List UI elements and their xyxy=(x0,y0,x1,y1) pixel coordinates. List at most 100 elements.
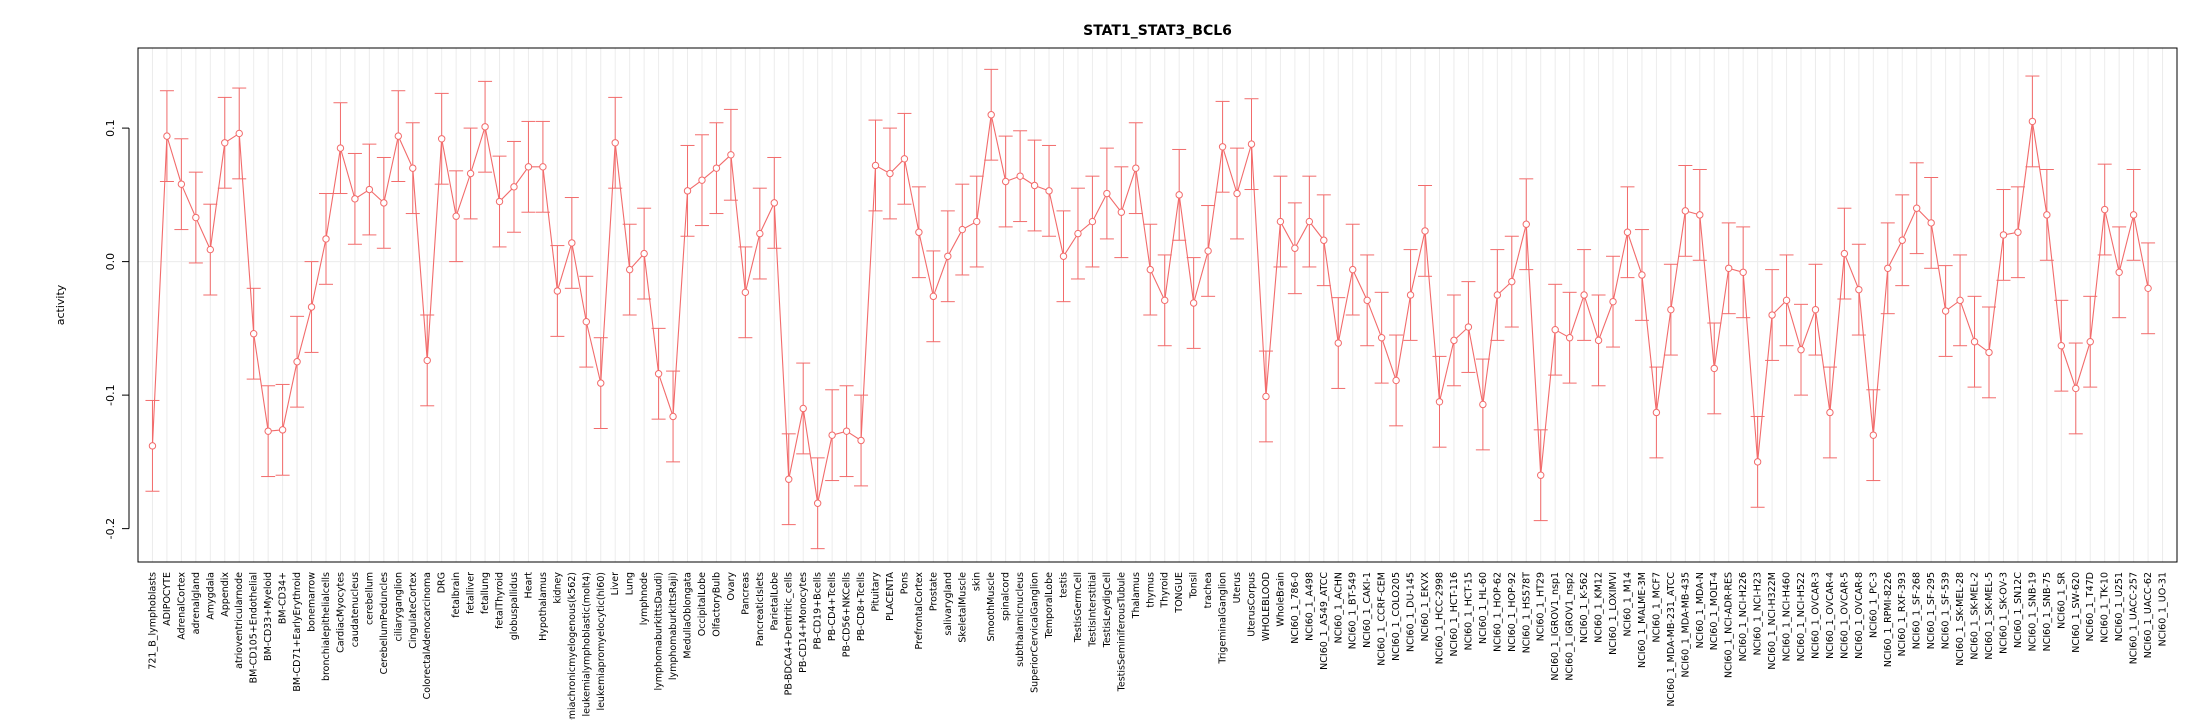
x-tick-label: NCI60_1_CAKI-1 xyxy=(1362,572,1373,648)
x-tick-label: trachea xyxy=(1203,572,1214,608)
data-point xyxy=(1508,277,1516,286)
x-tick-label: PB-BDCA4+Dentritic_cells xyxy=(784,572,795,695)
data-point xyxy=(1970,338,1979,346)
data-point xyxy=(2115,268,2123,276)
x-tick-label: TrigeminalGanglion xyxy=(1218,572,1229,665)
x-tick-label: NCI60_1_TK-10 xyxy=(2100,572,2111,643)
x-tick-label: NCI60_1_UACC-62 xyxy=(2143,572,2154,658)
data-point xyxy=(1753,458,1762,466)
data-point xyxy=(1088,217,1097,226)
data-point xyxy=(987,111,995,119)
x-tick-label: NCI60_1_PC-3 xyxy=(1868,572,1879,638)
x-tick-label: NCI60_1_NCI-H460 xyxy=(1782,572,1793,661)
data-point xyxy=(1898,236,1906,244)
x-tick-label: SuperiorCervicalGanglion xyxy=(1030,572,1041,693)
data-point xyxy=(1464,323,1473,331)
x-tick-label: skin xyxy=(972,572,983,591)
data-point xyxy=(1276,217,1285,226)
x-tick-label: NCI60_1_MOLT-4 xyxy=(1709,572,1720,650)
data-point xyxy=(264,427,272,435)
data-point xyxy=(1218,143,1227,151)
data-point xyxy=(669,412,677,421)
data-point xyxy=(1233,189,1241,198)
data-point xyxy=(915,228,923,236)
x-tick-label: NCI60_1_SR xyxy=(2056,572,2067,629)
data-point xyxy=(1103,189,1111,198)
x-tick-label: NCI60_1_OVCAR-4 xyxy=(1825,572,1836,659)
data-point xyxy=(1363,296,1371,305)
data-point xyxy=(712,164,721,172)
data-point xyxy=(1074,229,1082,238)
data-point xyxy=(365,185,374,194)
plot-frame xyxy=(137,47,2178,563)
x-tick-label: TemporalLobe xyxy=(1044,572,1055,639)
data-point xyxy=(235,129,243,138)
data-point xyxy=(510,183,518,191)
data-point xyxy=(741,288,750,297)
x-tick-label: leukemiapromyelocytic(hl60) xyxy=(596,572,607,711)
x-tick-label: NCI60_1_LOXIMVI xyxy=(1608,572,1619,655)
x-tick-label: NCI60_1_NCI-H322M xyxy=(1767,572,1778,670)
x-tick-label: NCI60_1_SK-MEL-2 xyxy=(1970,572,1981,660)
x-tick-label: NCI60_1_SF-539 xyxy=(1941,572,1952,649)
data-point xyxy=(1797,346,1805,354)
x-tick-label: SkeletalMuscle xyxy=(957,572,968,643)
data-point xyxy=(2144,284,2152,293)
x-tick-label: NCI60_1_NCI-H226 xyxy=(1738,572,1749,661)
x-tick-label: PB-CD14+Monocytes xyxy=(798,572,809,673)
data-point xyxy=(1623,228,1632,236)
x-tick-label: NCI60_1_SK-MEL-28 xyxy=(1955,572,1966,666)
data-point xyxy=(2100,205,2109,214)
y-tick-label: -0.2 xyxy=(104,518,117,539)
x-tick-label: Hypothalamus xyxy=(538,572,549,641)
x-tick-label: fetallung xyxy=(480,572,491,614)
x-tick-label: NCI60_1_A498 xyxy=(1304,572,1315,641)
x-tick-label: NCI60_1_MDA-MB-435 xyxy=(1680,572,1691,678)
x-tick-label: NCI60_1_HCT-116 xyxy=(1449,572,1460,656)
data-point xyxy=(221,139,229,147)
grid-layer xyxy=(151,48,2164,562)
x-tick-label: OccipitalLobe xyxy=(697,572,708,636)
data-point xyxy=(1855,285,1863,294)
x-tick-label: 721_B_lymphoblasts xyxy=(147,572,158,670)
x-tick-label: BM-CD71+EarlyErythroid xyxy=(292,572,303,692)
data-point xyxy=(1869,431,1878,439)
x-tick-label: Heart xyxy=(523,572,534,599)
data-point xyxy=(495,197,504,206)
x-tick-label: NCI60_1_U251 xyxy=(2114,572,2125,641)
x-tick-label: NCI60_1_HS578T xyxy=(1521,572,1532,653)
data-point xyxy=(640,249,648,258)
x-tick-label: BM-CD34+ xyxy=(278,572,289,624)
x-tick-label: NCI60_1_RXF-393 xyxy=(1897,572,1908,656)
data-point xyxy=(409,164,417,172)
data-point xyxy=(1030,181,1039,190)
x-tick-label: kidney xyxy=(552,572,563,604)
axis-layer: -0.2 -0.1 0.0 0.1 721_B_lymphoblasts ADIPOCYT… xyxy=(104,119,2169,720)
x-tick-label: NCI60_1_SK-OV-3 xyxy=(1998,572,2009,654)
x-tick-label: NCI60_1_K-562 xyxy=(1579,572,1590,643)
x-tick-label: globuspallidus xyxy=(509,572,520,640)
x-tick-label: fetalThyroid xyxy=(495,572,506,629)
x-tick-label: Uterus xyxy=(1232,572,1243,603)
data-point xyxy=(539,163,547,171)
x-tick-label: thymus xyxy=(1145,572,1156,608)
data-point xyxy=(1782,296,1791,305)
x-tick-label: NCI60_1_MALME-3M xyxy=(1637,572,1648,668)
data-point xyxy=(1204,247,1212,255)
data-point xyxy=(1811,305,1820,314)
data-point xyxy=(466,169,475,178)
data-point xyxy=(871,161,880,170)
x-tick-label: PB-CD19+Bcells xyxy=(813,572,824,650)
x-tick-label: NCI60_1_NCI-H522 xyxy=(1796,572,1807,661)
data-point xyxy=(1609,297,1617,306)
x-tick-label: NCI60_1_HCT-15 xyxy=(1463,572,1474,650)
x-tick-label: spinalcord xyxy=(1001,572,1012,621)
x-tick-label: NCI60_1_T47D xyxy=(2085,572,2096,641)
x-tick-label: OlfactoryBulb xyxy=(711,572,722,637)
x-tick-label: TestisGermCell xyxy=(1073,572,1084,643)
data-point xyxy=(1320,236,1328,244)
y-tick-label: 0.1 xyxy=(104,119,117,137)
data-point xyxy=(1999,231,2008,239)
data-point xyxy=(1175,191,1183,199)
x-tick-label: PB-CD56+NKCells xyxy=(842,572,853,657)
